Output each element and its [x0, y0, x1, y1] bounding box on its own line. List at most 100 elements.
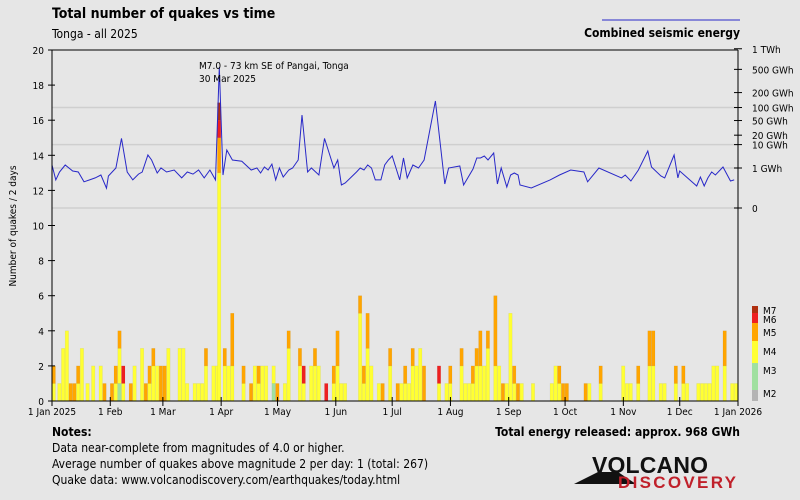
- bar-segment-m4: [406, 383, 411, 402]
- bar-segment-m4: [192, 383, 197, 402]
- y-tick-label: 6: [38, 292, 44, 303]
- bar-segment-m5: [485, 330, 490, 349]
- bar-segment-m5: [365, 313, 370, 349]
- bar-segment-m6: [437, 365, 441, 384]
- x-tick-label: 1 Dec: [667, 407, 693, 418]
- bar-segment-m5: [110, 383, 114, 402]
- bar-segment-m5: [203, 348, 208, 367]
- energy-tick-label: 100 GWh: [752, 104, 794, 115]
- energy-gridlines: [52, 106, 738, 209]
- bar-segment-m5: [147, 365, 152, 384]
- bar-segment-m5: [249, 383, 254, 402]
- bar-segment-m4: [256, 383, 261, 402]
- bar-segment-m4: [598, 383, 603, 402]
- bar-segment-m4: [181, 348, 186, 402]
- bar-segment-m5: [448, 365, 453, 384]
- bar-segment-m4: [369, 365, 374, 402]
- bar-segment-m5: [358, 295, 363, 314]
- bar-segment-m5: [230, 313, 235, 367]
- bar-segment-m4: [437, 383, 441, 402]
- energy-tick-label: 200 GWh: [752, 89, 794, 100]
- x-tick-label: 1 Oct: [553, 407, 578, 418]
- notes-line-3: Quake data: www.volcanodiscovery.com/ear…: [52, 473, 400, 487]
- bar-segment-m5: [636, 365, 641, 384]
- bar-segment-m4: [282, 383, 287, 402]
- bar-segment-m4: [376, 383, 381, 402]
- logo-volcano: VOLCANO: [592, 452, 708, 478]
- legend-swatch-m6: [752, 313, 758, 323]
- bar-segment-m4: [121, 383, 126, 402]
- bar-segment-m4: [113, 383, 118, 402]
- legend-swatch-m3: [752, 363, 758, 390]
- bar-segment-m3: [271, 383, 276, 402]
- bar-segment-m5: [410, 348, 415, 367]
- bar-segment-m4: [459, 365, 464, 402]
- bar-segment-m4: [185, 383, 190, 402]
- legend-swatch-m2: [752, 390, 758, 401]
- bar-segment-m4: [658, 383, 663, 402]
- bar-segment-m5: [241, 365, 246, 384]
- bar-segment-m4: [418, 348, 423, 402]
- bar-segment-m5: [117, 330, 122, 349]
- bar-segment-m4: [312, 365, 317, 402]
- y-tick-label: 16: [33, 116, 45, 127]
- energy-tick-label: 1 TWh: [752, 45, 781, 56]
- legend-swatch-m4: [752, 341, 758, 363]
- legend-swatch-m7: [752, 306, 758, 313]
- bar-segment-m4: [722, 365, 727, 402]
- y-tick-label: 12: [33, 186, 44, 197]
- logo-discovery: DISCOVERY: [618, 473, 737, 492]
- bar-segment-m4: [508, 313, 513, 402]
- y-tick-label: 2: [38, 362, 44, 373]
- bar-segment-m4: [403, 383, 408, 402]
- y-tick-label: 4: [38, 327, 44, 338]
- bar-segment-m5: [335, 330, 340, 367]
- bar-segment-m4: [151, 365, 156, 402]
- bar-segment-m5: [557, 365, 562, 384]
- bar-segment-m5: [422, 365, 426, 402]
- bar-segment-m4: [519, 383, 524, 402]
- notes-heading: Notes:: [52, 425, 92, 439]
- x-tick-label: 1 Jun: [324, 407, 347, 418]
- bar-segment-m4: [621, 365, 626, 402]
- bar-segment-m4: [226, 365, 231, 402]
- bar-segment-m4: [414, 365, 419, 402]
- bar-segment-m4: [707, 383, 712, 402]
- total-energy: Total energy released: approx. 968 GWh: [495, 425, 740, 439]
- bar-segment-m5: [583, 383, 588, 402]
- bar-segment-m4: [61, 348, 66, 402]
- bars-group: [51, 102, 738, 402]
- energy-tick-label: 500 GWh: [752, 65, 794, 76]
- y-tick-label: 20: [33, 46, 45, 57]
- bar-segment-m5: [222, 348, 227, 367]
- legend-label-m7: M7: [763, 306, 777, 317]
- bar-segment-m4: [497, 365, 502, 402]
- bar-segment-m5: [478, 330, 483, 367]
- bar-segment-m4: [553, 365, 558, 402]
- x-tick-label: 1 Jan 2025: [28, 407, 76, 418]
- bar-segment-m4: [286, 348, 291, 402]
- x-tick-label: 1 Aug: [437, 407, 463, 418]
- energy-tick-label: 0: [752, 204, 758, 215]
- bar-segment-m5: [286, 330, 291, 349]
- bar-segment-m4: [335, 365, 340, 402]
- bar-segment-m4: [51, 383, 56, 402]
- bar-segment-m4: [470, 383, 475, 402]
- bar-segment-m6: [301, 365, 306, 384]
- bar-segment-m4: [463, 383, 468, 402]
- bar-segment-m5: [564, 383, 569, 402]
- bar-segment-m5: [500, 383, 505, 402]
- bar-segment-m4: [117, 348, 122, 384]
- bar-segment-m5: [143, 383, 148, 402]
- bar-segment-m4: [467, 383, 472, 402]
- bar-segment-m4: [241, 383, 246, 402]
- x-tick-label: 1 Jul: [382, 407, 401, 418]
- bar-segment-m4: [64, 330, 69, 402]
- y-tick-label: 0: [38, 397, 44, 408]
- bar-segment-m4: [711, 365, 716, 402]
- bar-segment-m5: [151, 348, 156, 367]
- bar-segment-m4: [196, 383, 201, 402]
- y-tick-label: 14: [33, 151, 45, 162]
- bar-segment-m5: [515, 383, 520, 402]
